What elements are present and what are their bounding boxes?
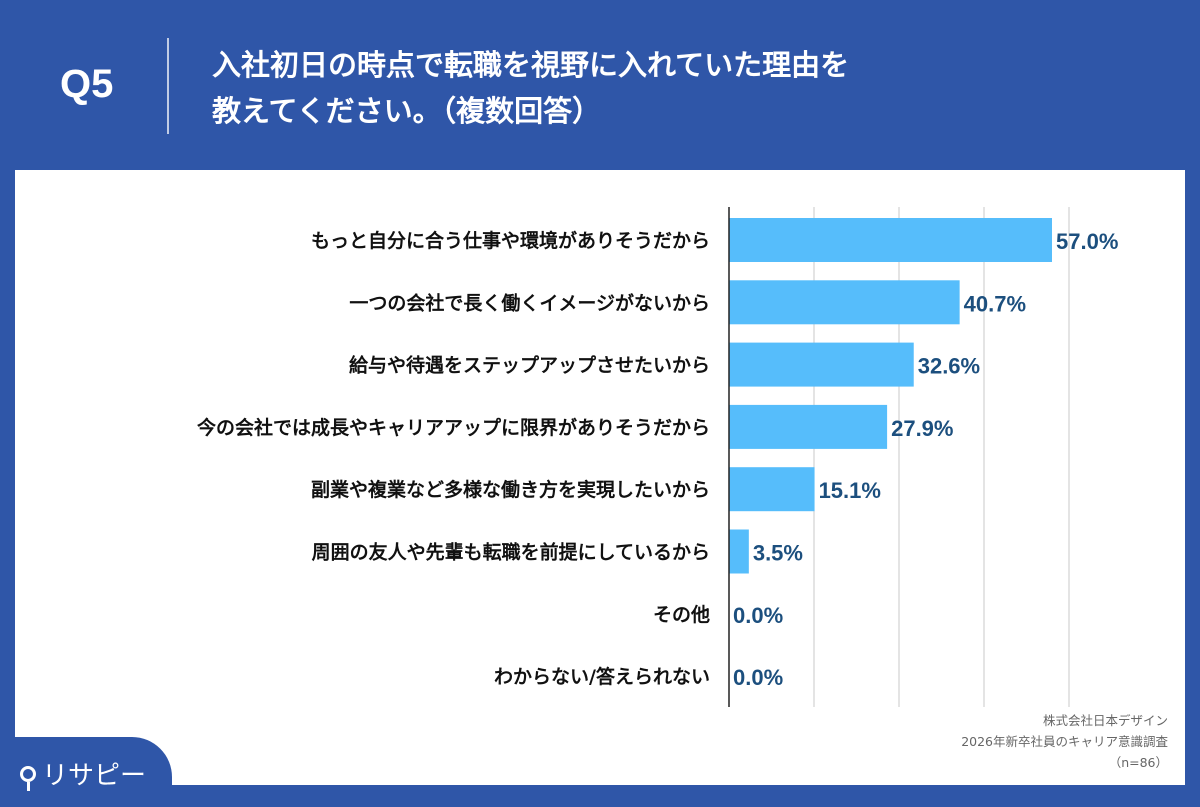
divider xyxy=(167,38,169,134)
category-label: 一つの会社で長く働くイメージがないから xyxy=(349,291,710,314)
note-sample: （n=86） xyxy=(1108,755,1168,770)
note-survey: 2026年新卒社員のキャリア意識調査 xyxy=(961,734,1168,749)
question-number: Q5 xyxy=(60,62,114,106)
category-label: 給与や待遇をステップアップさせたいから xyxy=(349,354,710,377)
logo-text: リサピー xyxy=(42,761,147,791)
category-label: 副業や複業など多様な働き方を実現したいから xyxy=(311,478,710,501)
logo: リサピー xyxy=(20,755,146,792)
data-label: 40.7% xyxy=(964,291,1026,316)
data-label: 27.9% xyxy=(891,416,953,441)
data-label: 0.0% xyxy=(733,603,783,628)
data-label: 15.1% xyxy=(819,478,881,503)
category-label: わからない/答えられない xyxy=(494,665,710,688)
source-note: 株式会社日本デザイン 2026年新卒社員のキャリア意識調査 （n=86） xyxy=(961,710,1168,773)
bar xyxy=(729,404,888,449)
note-company: 株式会社日本デザイン xyxy=(1042,713,1168,728)
pin-icon xyxy=(20,765,36,791)
category-label: 周囲の友人や先輩も転職を前提にしているから xyxy=(312,541,710,564)
data-label: 3.5% xyxy=(753,541,803,566)
bar xyxy=(729,280,960,325)
bar xyxy=(729,467,815,512)
page-title: 入社初日の時点で転職を視野に入れていた理由を 教えてください。（複数回答） xyxy=(212,48,850,128)
bar xyxy=(729,529,749,574)
category-label: もっと自分に合う仕事や環境がありそうだから xyxy=(311,229,710,252)
data-label: 32.6% xyxy=(918,354,980,379)
bar xyxy=(729,218,1052,262)
data-label: 57.0% xyxy=(1056,229,1118,254)
data-label: 0.0% xyxy=(733,665,783,690)
category-label: その他 xyxy=(653,603,710,626)
category-label: 今の会社では成長やキャリアアップに限界がありそうだから xyxy=(196,416,710,439)
chart-panel xyxy=(15,170,1185,785)
bar xyxy=(729,342,914,387)
